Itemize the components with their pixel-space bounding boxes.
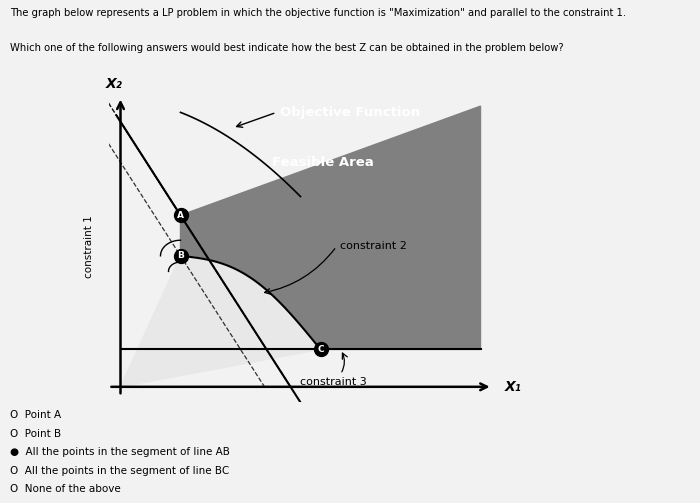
- Text: Which one of the following answers would best indicate how the best Z can be obt: Which one of the following answers would…: [10, 43, 564, 53]
- Polygon shape: [120, 106, 480, 350]
- Text: X₂: X₂: [106, 76, 123, 91]
- Text: B: B: [177, 252, 184, 261]
- Text: ●  All the points in the segment of line AB: ● All the points in the segment of line …: [10, 447, 230, 457]
- Text: A: A: [177, 211, 184, 220]
- Text: The graph below represents a LP problem in which the objective function is "Maxi: The graph below represents a LP problem …: [10, 8, 626, 18]
- Text: constraint 2: constraint 2: [340, 241, 407, 252]
- Text: O  Point B: O Point B: [10, 429, 62, 439]
- Text: O  All the points in the segment of line BC: O All the points in the segment of line …: [10, 466, 230, 476]
- Text: Feasible Area: Feasible Area: [272, 156, 374, 169]
- Text: O  Point A: O Point A: [10, 410, 62, 420]
- Polygon shape: [120, 256, 321, 387]
- Text: constraint 1: constraint 1: [83, 215, 94, 278]
- Text: Objective Function: Objective Function: [281, 106, 421, 119]
- Text: X₁: X₁: [505, 380, 522, 394]
- Text: O  None of the above: O None of the above: [10, 484, 121, 494]
- Text: C: C: [317, 345, 324, 354]
- Text: constraint 3: constraint 3: [300, 377, 368, 387]
